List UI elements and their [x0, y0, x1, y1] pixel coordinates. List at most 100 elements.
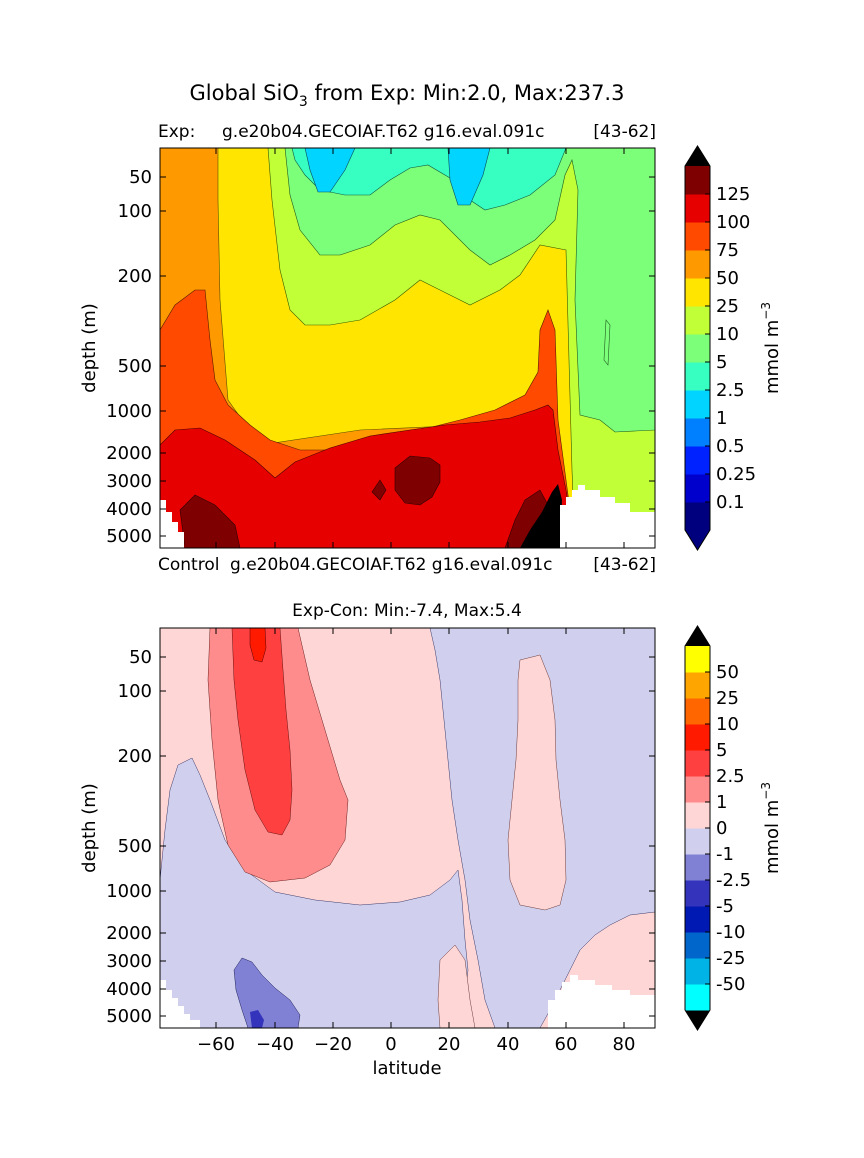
- svg-text:60: 60: [555, 1034, 578, 1055]
- panel2-colorbar-cell-11: [685, 698, 710, 725]
- panel2-band-5-10: [249, 628, 267, 663]
- panel2-xtick-neg60: −60: [197, 628, 235, 1055]
- panel2-ytick-4000: 4000: [106, 979, 655, 1000]
- panel2-colorbar-ticklabel: -2.5: [716, 870, 751, 891]
- panel2-xtick-60: 60: [555, 628, 578, 1055]
- panel1-ytick-2000: 2000: [106, 443, 655, 464]
- panel2-band-0-1-inner: [507, 654, 567, 911]
- panel1-colorbar-cell-10: [685, 222, 710, 251]
- land-mask-arctic: [560, 485, 655, 548]
- panel2-colorbar-ticklabel: 1: [716, 792, 727, 813]
- svg-text:500: 500: [118, 356, 152, 377]
- panel2-colorbar-cell-2: [685, 932, 710, 959]
- panel2-colorbar-cell-0: [685, 984, 710, 1011]
- contour-band-1-2.5-b: [447, 148, 491, 206]
- panel2-colorbar-ticklabel: 0: [716, 818, 727, 839]
- svg-text:4000: 4000: [106, 499, 152, 520]
- svg-text:200: 200: [118, 266, 152, 287]
- panel1-colorbar-ticklabel: 2.5: [716, 380, 745, 401]
- panel2-colorbar-ticklabel: -25: [716, 948, 745, 969]
- panel2-colorbar-cell-4: [685, 880, 710, 907]
- panel2-colorbar-cell-13: [685, 646, 710, 673]
- panel1-colorbar-ticklabel: 100: [716, 212, 750, 233]
- panel2-control-mid: g.e20b04.GECOIAF.T62 g16.eval.091c: [230, 555, 552, 575]
- panel1-ytick-1000: 1000: [106, 401, 655, 422]
- contour-band-gt125-b: [371, 479, 387, 501]
- panel2-ytick-1000: 1000: [106, 881, 655, 902]
- contour-line-arctic-thin: [603, 319, 611, 366]
- svg-text:3000: 3000: [106, 951, 152, 972]
- panel1-colorbar-outline: [684, 145, 711, 551]
- panel2-xtick-80: 80: [613, 628, 635, 1055]
- panel2-colorbar-extend-low: [685, 1010, 710, 1030]
- panel2-band-2.5-5: [231, 628, 293, 836]
- panel1-colorbar-cell-12: [685, 166, 710, 195]
- panel2-ytick-500: 500: [118, 836, 655, 857]
- panel2-colorbar-ticklabel: 25: [716, 688, 739, 709]
- contour-band-5-10: [284, 148, 655, 433]
- panel2-ylabel: depth (m): [79, 783, 100, 873]
- panel1-colorbar: 0.1 0.25 0.5 1 2.5 5 10 25 50 75 100 125: [684, 145, 756, 551]
- panel1-plot: [160, 148, 655, 548]
- svg-text:−60: −60: [197, 1034, 235, 1055]
- svg-text:−40: −40: [256, 1034, 294, 1055]
- panel2-xtick-neg40: −40: [256, 628, 294, 1055]
- contour-band-1-2.5-a: [304, 148, 356, 193]
- panel2-colorbar-ticklabel: -50: [716, 974, 745, 995]
- panel2-colorbar-cell-10: [685, 724, 710, 751]
- panel1-title-right: [43-62]: [593, 122, 656, 142]
- panel2-band-neg2.5-neg1: [233, 957, 301, 1028]
- panel2-colorbar-cell-1: [685, 958, 710, 985]
- panel2-colorbar-ticklabel: -10: [716, 922, 745, 943]
- panel1-colorbar-cell-11: [685, 194, 710, 223]
- panel1-colorbar-ticklabel: 0.25: [716, 464, 756, 485]
- panel2-land-mask-arctic: [548, 975, 655, 1028]
- panel2-colorbar-label: mmol m−3: [759, 782, 783, 874]
- panel2-colorbar-outline: [684, 625, 711, 1031]
- panel1-ytick-500: 500: [118, 356, 655, 377]
- panel1-colorbar-cell-7: [685, 306, 710, 335]
- svg-text:100: 100: [118, 681, 152, 702]
- svg-text:50: 50: [129, 647, 152, 668]
- panel1-colorbar-cell-9: [685, 250, 710, 279]
- svg-text:3000: 3000: [106, 471, 152, 492]
- panel2-xtick-neg20: −20: [314, 628, 352, 1055]
- panel1-colorbar-ticklabel: 75: [716, 240, 739, 261]
- panel2-land-mask-south: [160, 980, 200, 1028]
- panel2-control-left: Control: [158, 555, 219, 575]
- panel2-frame: [159, 627, 656, 1029]
- panel2-xaxis: −60 −40 −20 0 20 40 60 80: [197, 628, 635, 1055]
- panel1-ytick-100: 100: [118, 201, 655, 222]
- svg-text:0: 0: [385, 1034, 396, 1055]
- panel2-colorbar-ticklabel: 5: [716, 740, 727, 761]
- panel2-band-neg5-neg2.5: [250, 1010, 264, 1028]
- panel1-ylabel: depth (m): [79, 303, 100, 393]
- panel2-colorbar-cell-5: [685, 854, 710, 881]
- panel1-colorbar-ticklabel: 1: [716, 408, 727, 429]
- panel2-colorbar-extend-high: [685, 626, 710, 646]
- panel1-colorbar-extend-high: [685, 146, 710, 166]
- panel1-title-left: Exp:: [158, 122, 195, 142]
- panel1-colorbar-ticklabel: 125: [716, 184, 750, 205]
- panel1-colorbar-cell-3: [685, 418, 710, 447]
- panel2-control-right: [43-62]: [593, 555, 656, 575]
- svg-text:40: 40: [497, 1034, 520, 1055]
- panel2-ytick-200: 200: [118, 746, 655, 767]
- panel2-ytick-3000: 3000: [106, 951, 655, 972]
- panel1-colorbar-ticklabel: 10: [716, 324, 739, 345]
- panel2-title: Exp-Con: Min:-7.4, Max:5.4: [292, 601, 522, 621]
- contour-band-2.5-5: [291, 148, 567, 211]
- svg-text:100: 100: [118, 201, 152, 222]
- svg-text:5000: 5000: [106, 1006, 152, 1027]
- panel2-ytick-50: 50: [129, 647, 655, 668]
- panel1-xticks: [215, 148, 625, 548]
- panel2-plot: [160, 628, 655, 1028]
- panel2-xtick-20: 20: [438, 628, 461, 1055]
- panel2-colorbar-cell-12: [685, 672, 710, 699]
- panel1-title-mid: g.e20b04.GECOIAF.T62 g16.eval.091c: [222, 122, 544, 142]
- panel2-band-0-1-equator: [437, 944, 476, 1028]
- panel1-yaxis: 50 100 200 500 1000 2000 3000 4000 5000: [106, 167, 655, 547]
- svg-text:20: 20: [438, 1034, 461, 1055]
